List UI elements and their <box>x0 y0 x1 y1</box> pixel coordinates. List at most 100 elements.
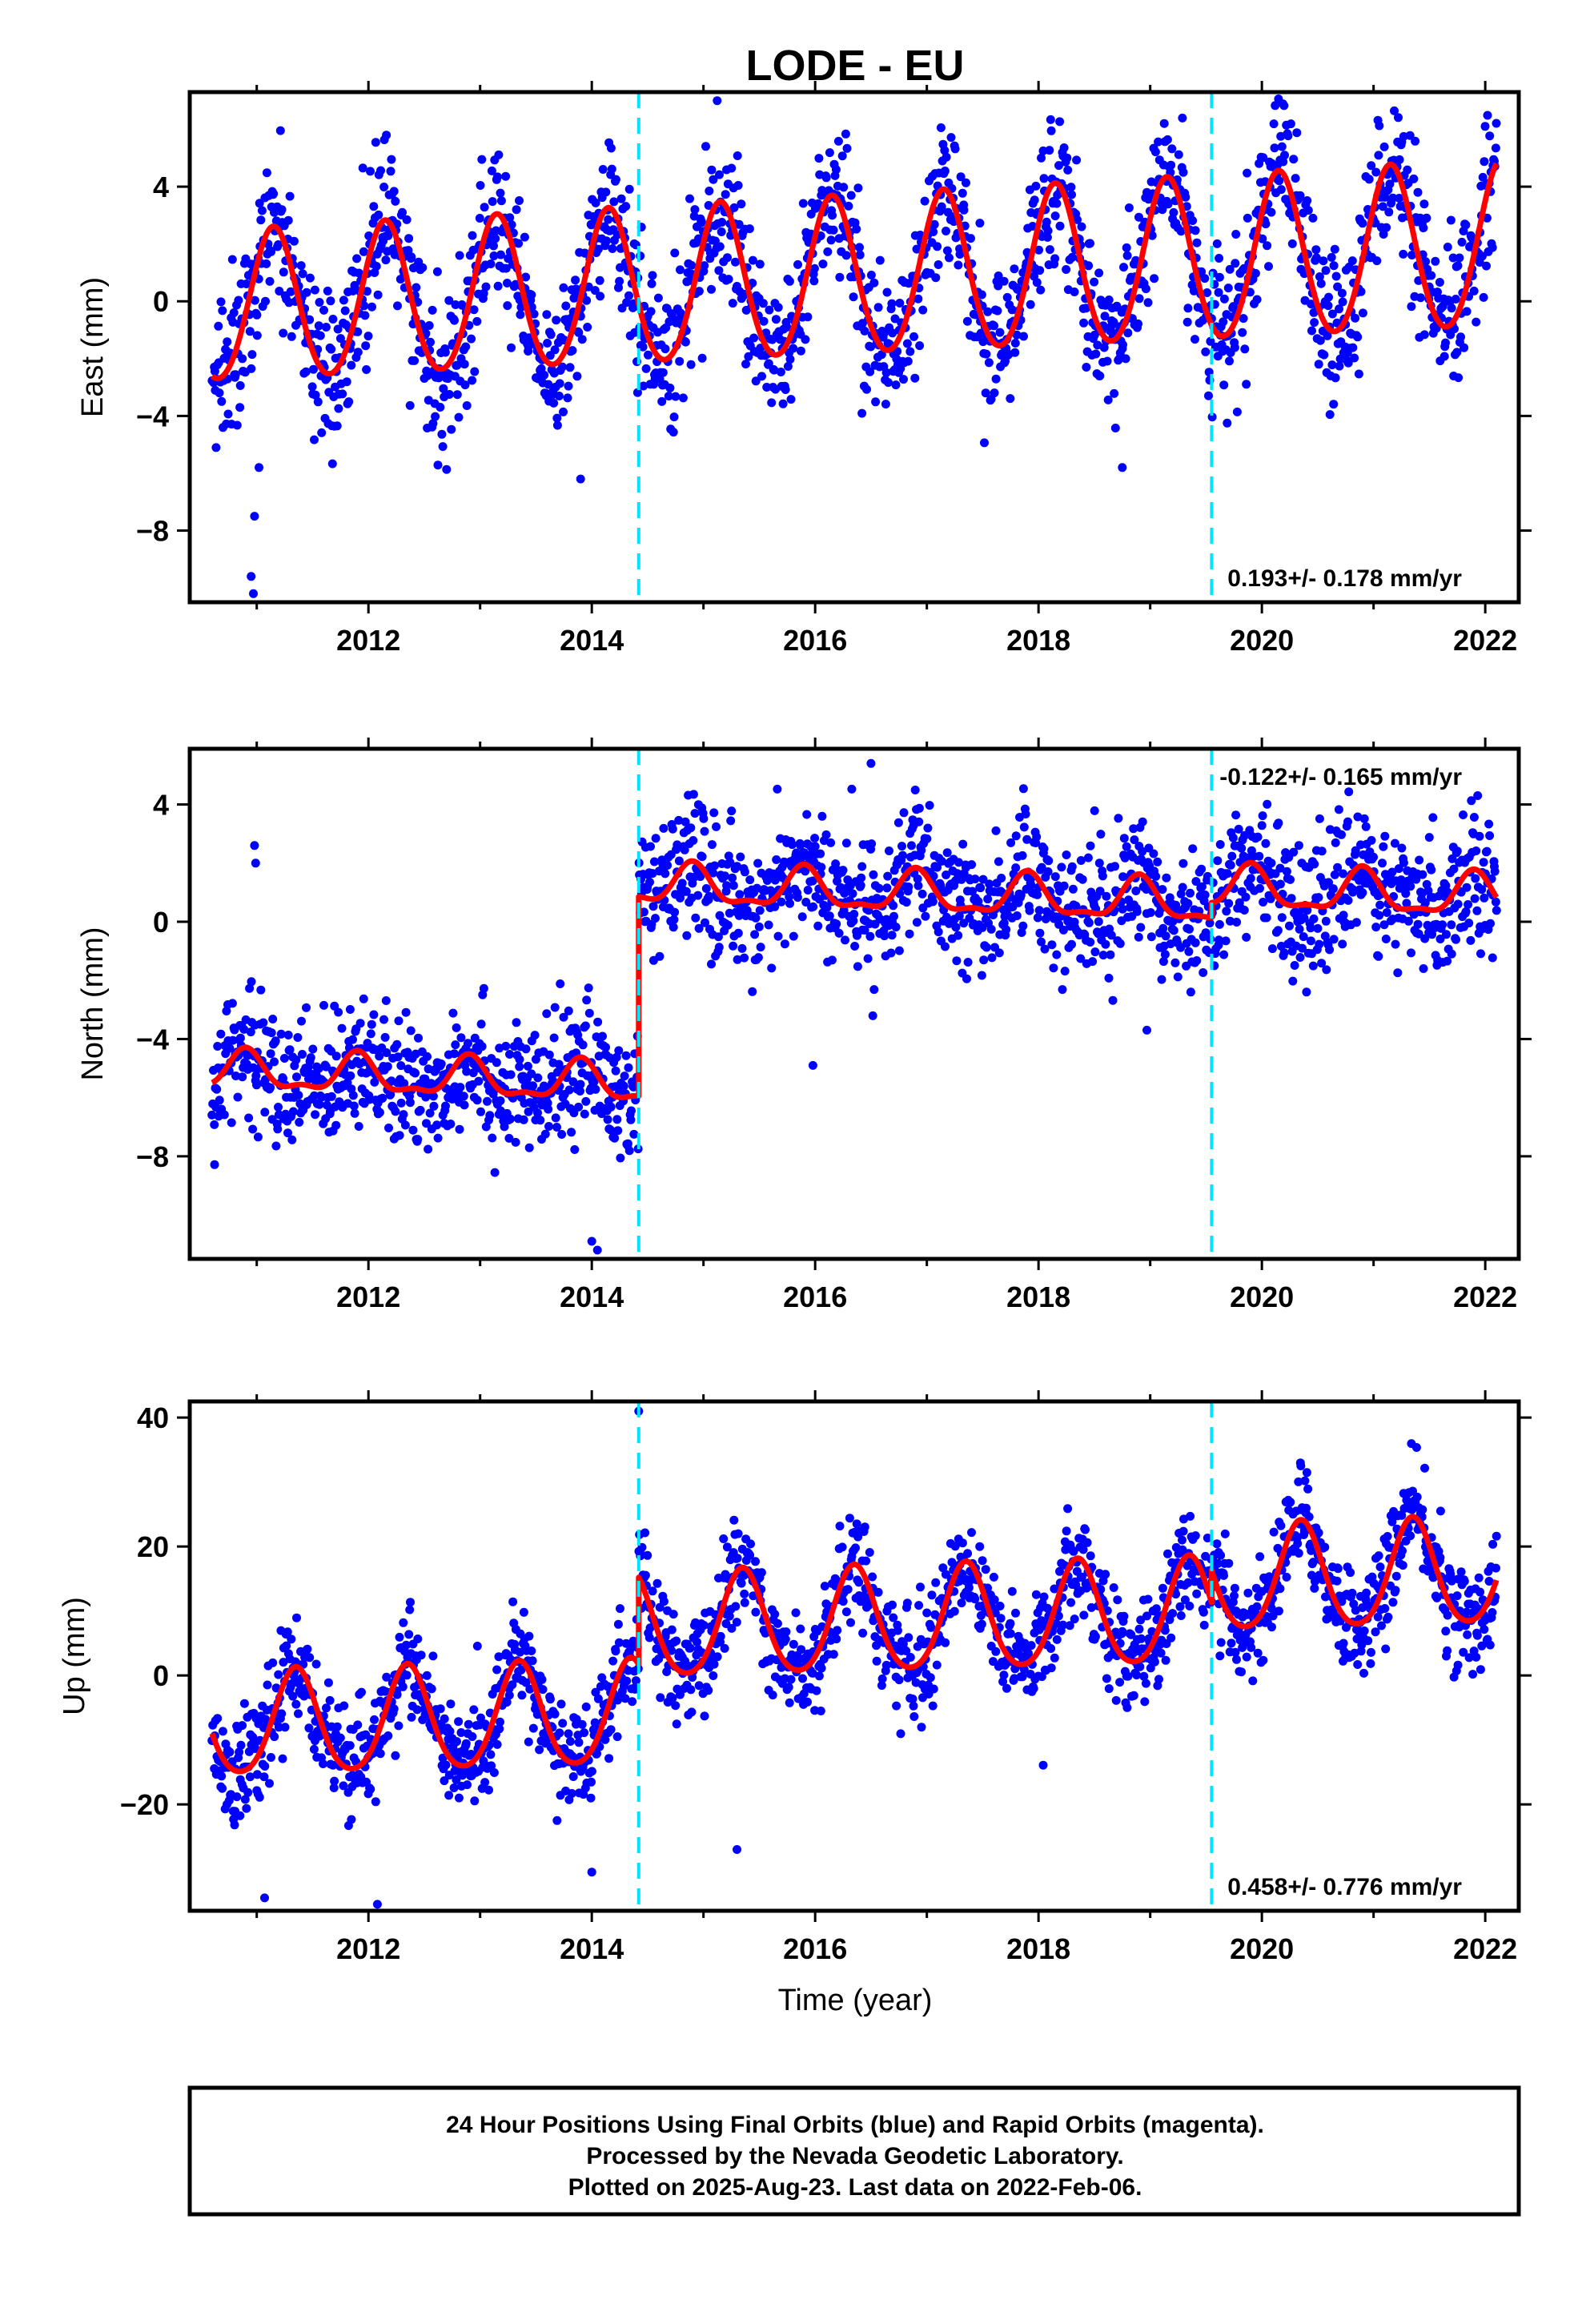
east-data-point <box>1276 131 1286 141</box>
up-data-point <box>261 1715 270 1724</box>
up-data-point <box>370 1715 379 1724</box>
east-data-point <box>661 344 670 354</box>
north-data-point <box>492 1058 501 1068</box>
north-data-point <box>793 893 802 903</box>
east-data-point <box>905 347 915 356</box>
east-data-point <box>1157 54 1166 63</box>
east-data-point <box>275 126 285 135</box>
east-data-point <box>873 303 883 312</box>
up-data-point <box>335 1733 345 1743</box>
north-data-point <box>1414 929 1423 939</box>
east-data-point <box>424 321 434 330</box>
north-data-point <box>455 1124 464 1134</box>
north-data-point <box>816 849 825 858</box>
north-x-tick-label: 2012 <box>336 1281 400 1313</box>
up-data-point <box>656 1693 665 1703</box>
east-data-point <box>675 356 685 366</box>
east-data-point <box>307 382 317 392</box>
north-data-point <box>848 889 857 899</box>
east-data-point <box>1292 128 1302 138</box>
up-data-point <box>252 1770 262 1779</box>
north-data-point <box>982 943 991 952</box>
north-data-point <box>645 878 654 887</box>
north-rate-label: -0.122+/- 0.165 mm/yr <box>1219 764 1462 790</box>
east-data-point <box>564 381 573 391</box>
up-data-point <box>586 1793 596 1803</box>
up-data-point <box>865 1548 874 1557</box>
north-model-line <box>210 858 1500 1100</box>
up-data-point <box>737 1578 746 1588</box>
north-data-point <box>1197 882 1207 891</box>
up-data-point <box>709 1671 718 1680</box>
east-data-point <box>1310 318 1319 328</box>
east-data-point <box>1283 131 1293 141</box>
east-data-point <box>1452 348 1462 357</box>
up-data-point <box>452 1775 461 1784</box>
east-data-point <box>1043 226 1053 235</box>
north-data-point <box>1043 867 1053 876</box>
east-data-point <box>1054 161 1063 171</box>
up-data-point <box>652 1578 662 1588</box>
north-data-point <box>620 1072 629 1081</box>
north-data-point <box>383 1062 392 1072</box>
east-data-point <box>1036 285 1046 295</box>
east-data-point <box>956 172 966 182</box>
north-data-point <box>1232 918 1242 927</box>
north-data-point <box>456 1083 465 1092</box>
north-data-point <box>767 963 777 973</box>
east-data-point <box>717 218 727 227</box>
north-data-point <box>621 1051 631 1060</box>
up-data-point <box>449 1783 459 1792</box>
north-data-point <box>564 1006 573 1015</box>
north-data-point <box>215 1096 224 1105</box>
north-data-point <box>860 926 869 935</box>
north-data-point <box>705 891 714 901</box>
east-data-point <box>460 360 469 369</box>
up-data-point <box>287 1634 296 1644</box>
east-data-point <box>262 259 271 268</box>
north-data-point <box>670 907 680 917</box>
east-data-point <box>1407 302 1416 312</box>
east-data-point <box>1427 271 1436 280</box>
east-data-point <box>1203 288 1212 297</box>
north-data-point <box>568 1077 578 1087</box>
east-data-point <box>1395 155 1404 164</box>
up-data-point <box>908 1695 917 1703</box>
north-data-point <box>802 810 812 819</box>
north-data-point <box>904 883 913 891</box>
east-data-point <box>279 267 288 277</box>
north-data-point <box>1052 950 1062 959</box>
east-data-point <box>1238 328 1247 337</box>
north-data-point <box>406 1026 416 1035</box>
north-data-point <box>405 1098 415 1108</box>
up-data-point <box>538 1685 548 1695</box>
east-data-point <box>398 207 407 217</box>
up-data-point <box>454 1717 464 1727</box>
up-data-point <box>416 1651 426 1660</box>
north-data-point <box>544 1122 553 1131</box>
north-data-point <box>619 1081 628 1091</box>
up-data-point <box>504 1691 514 1700</box>
east-data-point <box>866 342 876 352</box>
north-data-point <box>216 1029 226 1039</box>
east-data-point <box>638 342 648 352</box>
east-y-tick-label: −4 <box>136 400 169 432</box>
up-data-point <box>260 1762 270 1771</box>
north-data-point <box>1401 889 1411 899</box>
east-data-point <box>496 188 505 198</box>
north-data-point <box>1324 878 1333 887</box>
north-data-point <box>651 834 661 843</box>
north-data-point <box>1286 875 1295 884</box>
up-data-point <box>440 1776 449 1786</box>
east-data-point <box>757 372 766 381</box>
north-data-point <box>963 958 973 967</box>
up-data-point <box>893 1626 902 1635</box>
up-data-point <box>785 1698 794 1707</box>
north-data-point <box>267 1028 276 1038</box>
north-data-point <box>519 1115 528 1124</box>
north-data-point <box>212 1084 222 1094</box>
east-data-point <box>1405 131 1415 140</box>
east-data-point <box>468 231 477 240</box>
north-data-point <box>1447 949 1456 959</box>
